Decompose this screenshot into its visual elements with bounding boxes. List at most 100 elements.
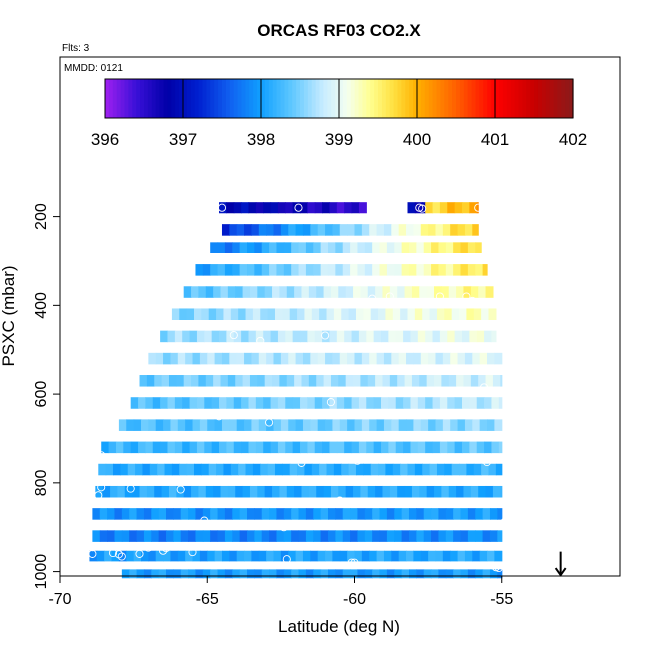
heatmap-cell — [273, 224, 282, 236]
heatmap-cell — [464, 352, 473, 365]
heatmap-cell — [295, 419, 304, 431]
heatmap-cell — [442, 224, 451, 236]
heatmap-cell — [448, 485, 457, 498]
heatmap-cell — [152, 441, 161, 454]
heatmap-cell — [329, 202, 338, 214]
heatmap-cell — [254, 530, 263, 542]
colorbar-segment — [456, 79, 461, 118]
heatmap-cell — [344, 441, 353, 454]
observation-point — [471, 366, 480, 376]
heatmap-cell — [311, 308, 320, 320]
heatmap-cell — [127, 463, 136, 476]
heatmap-cell — [320, 242, 329, 253]
heatmap-cell — [224, 569, 233, 579]
heatmap-cell — [140, 550, 149, 562]
colorbar-segment — [549, 79, 555, 118]
heatmap-cell — [344, 330, 353, 343]
heatmap-cell — [114, 508, 123, 520]
heatmap-cell — [320, 569, 329, 579]
heatmap-cell — [161, 485, 170, 498]
heatmap-cell — [202, 569, 211, 579]
heatmap-cell — [277, 441, 286, 454]
heatmap-cell — [244, 550, 253, 562]
heatmap-cell — [235, 485, 244, 498]
heatmap-cell — [170, 419, 179, 431]
heatmap-cell — [219, 202, 227, 214]
heatmap-cell — [199, 352, 208, 365]
colorbar-segment — [249, 79, 254, 118]
heatmap-cell — [211, 397, 220, 409]
heatmap-cell — [367, 485, 376, 498]
heatmap-cell — [401, 508, 410, 520]
heatmap-cell — [345, 485, 354, 498]
heatmap-cell — [460, 530, 469, 542]
heatmap-cell — [431, 242, 440, 253]
colorbar-segment — [190, 79, 196, 118]
heatmap-cell — [476, 330, 485, 343]
heatmap-cell — [332, 550, 341, 562]
heatmap-cell — [341, 308, 350, 320]
colorbar-segment — [452, 79, 457, 118]
heatmap-cell — [407, 308, 416, 320]
heatmap-cell — [388, 330, 397, 343]
heatmap-cell — [467, 569, 476, 579]
heatmap-cell — [160, 441, 169, 454]
heatmap-cell — [482, 264, 488, 276]
heatmap-cell — [198, 485, 207, 498]
heatmap-cell — [385, 308, 394, 320]
heatmap-cell — [174, 441, 183, 454]
heatmap-cell — [487, 419, 495, 431]
heatmap-cell — [425, 330, 434, 343]
heatmap-cell — [357, 508, 366, 520]
heatmap-cell — [364, 530, 373, 542]
heatmap-cell — [292, 397, 301, 409]
heatmap-cell — [456, 375, 465, 387]
heatmap-cell — [276, 264, 285, 276]
heatmap-cell — [313, 530, 322, 542]
heatmap-cell — [453, 242, 462, 253]
heatmap-cell — [454, 441, 463, 454]
heatmap-cell — [170, 550, 179, 562]
heatmap-cell — [254, 242, 263, 253]
heatmap-cell — [327, 242, 336, 253]
heatmap-cell — [322, 441, 331, 454]
heatmap-cell — [305, 508, 314, 520]
heatmap-cell — [498, 441, 503, 454]
heatmap-cell — [138, 441, 146, 454]
heatmap-cell — [347, 352, 356, 365]
heatmap-cell — [366, 330, 375, 343]
heatmap-cell — [236, 352, 245, 365]
observation-point — [229, 331, 238, 340]
heatmap-cell — [425, 202, 434, 214]
heatmap-cell — [155, 352, 164, 365]
heatmap-cell — [439, 202, 448, 214]
colorbar-segment — [284, 79, 289, 118]
heatmap-cell — [286, 485, 295, 498]
heatmap-cell — [108, 441, 117, 454]
heatmap-cell — [120, 463, 129, 476]
heatmap-cell — [348, 308, 357, 320]
colorbar-segment — [432, 79, 438, 118]
heatmap-cell — [199, 550, 208, 562]
heatmap-cell — [310, 224, 319, 236]
heatmap-cell — [469, 330, 478, 343]
heatmap-cell — [445, 242, 454, 253]
heatmap-cell — [369, 550, 378, 562]
heatmap-cell — [348, 463, 357, 476]
heatmap-cell — [291, 264, 300, 276]
heatmap-cell — [448, 375, 457, 387]
heatmap-cell — [383, 419, 392, 431]
heatmap-cell — [185, 550, 194, 562]
heatmap-cell — [475, 264, 484, 276]
heatmap-cell — [472, 224, 479, 236]
heatmap-cell — [392, 463, 401, 476]
heatmap-cell — [432, 441, 441, 454]
heatmap-cell — [105, 463, 114, 476]
heatmap-cell — [414, 463, 423, 476]
heatmap-cell — [428, 352, 437, 365]
heatmap-cell — [247, 530, 255, 542]
heatmap-cell — [431, 569, 440, 579]
heatmap-cell — [273, 352, 282, 365]
heatmap-cell — [298, 242, 307, 253]
heatmap-cell — [378, 463, 387, 476]
